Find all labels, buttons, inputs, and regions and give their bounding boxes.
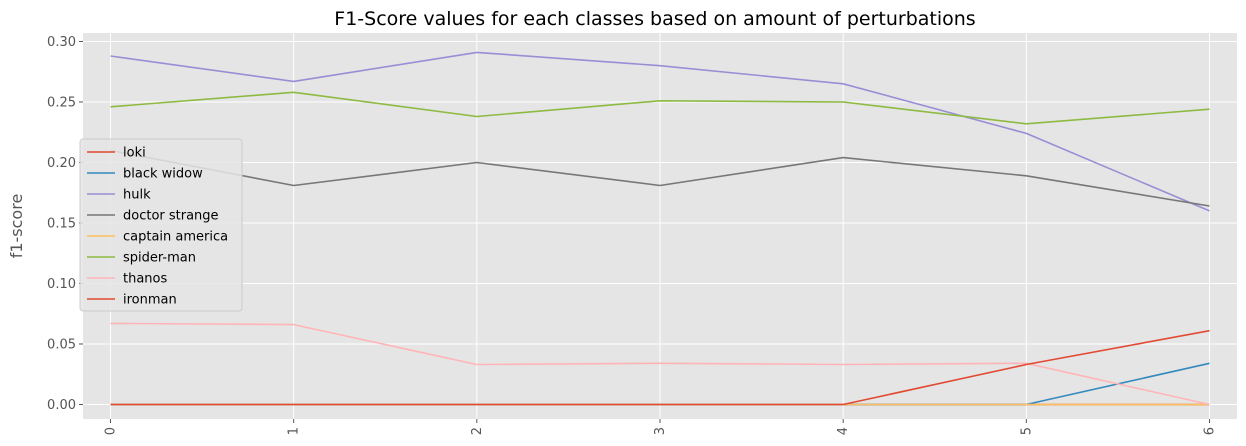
y-axis-label: f1-score (7, 194, 26, 259)
legend-label: ironman (123, 293, 177, 308)
x-tick-label: 5 (1019, 427, 1034, 435)
y-tick-label: 0.25 (47, 95, 76, 110)
series-lines (110, 51, 1210, 406)
series-line-ironman (110, 329, 1210, 406)
series-line-thanos (110, 322, 1210, 406)
grid-lines (83, 33, 1237, 419)
y-tick-labels: 0.00 0.05 0.10 0.15 0.20 0.25 0.30 (47, 35, 83, 413)
x-tick-label: 2 (470, 427, 485, 435)
y-tick-label: 0.20 (47, 156, 76, 171)
legend-label: thanos (123, 272, 167, 287)
y-tick-label: 0.00 (47, 398, 76, 413)
x-tick-label: 3 (653, 427, 668, 435)
legend: loki black widow hulk doctor strange captain… (79, 138, 243, 312)
y-tick-label: 0.30 (47, 35, 76, 50)
y-tick-label: 0.15 (47, 216, 76, 231)
legend-box (79, 138, 243, 312)
series-line-spider-man (110, 91, 1210, 125)
x-tick-label: 0 (103, 427, 118, 435)
y-tick-label: 0.10 (47, 277, 76, 292)
chart-title: F1-Score values for each classes based o… (334, 8, 975, 30)
x-tick-label: 4 (836, 427, 851, 435)
legend-label: hulk (123, 188, 151, 203)
series-line-hulk (110, 51, 1210, 212)
legend-label: black widow (123, 167, 203, 182)
x-tick-label: 1 (287, 427, 302, 435)
x-tick-label: 6 (1203, 427, 1218, 435)
legend-label: loki (123, 146, 146, 161)
legend-label: spider-man (123, 251, 196, 266)
legend-label: doctor strange (123, 209, 219, 224)
legend-label: captain america (123, 230, 228, 245)
series-line-doctor-strange (110, 149, 1210, 207)
x-tick-labels: 0 1 2 3 4 5 6 (103, 419, 1218, 435)
y-tick-label: 0.05 (47, 337, 76, 352)
